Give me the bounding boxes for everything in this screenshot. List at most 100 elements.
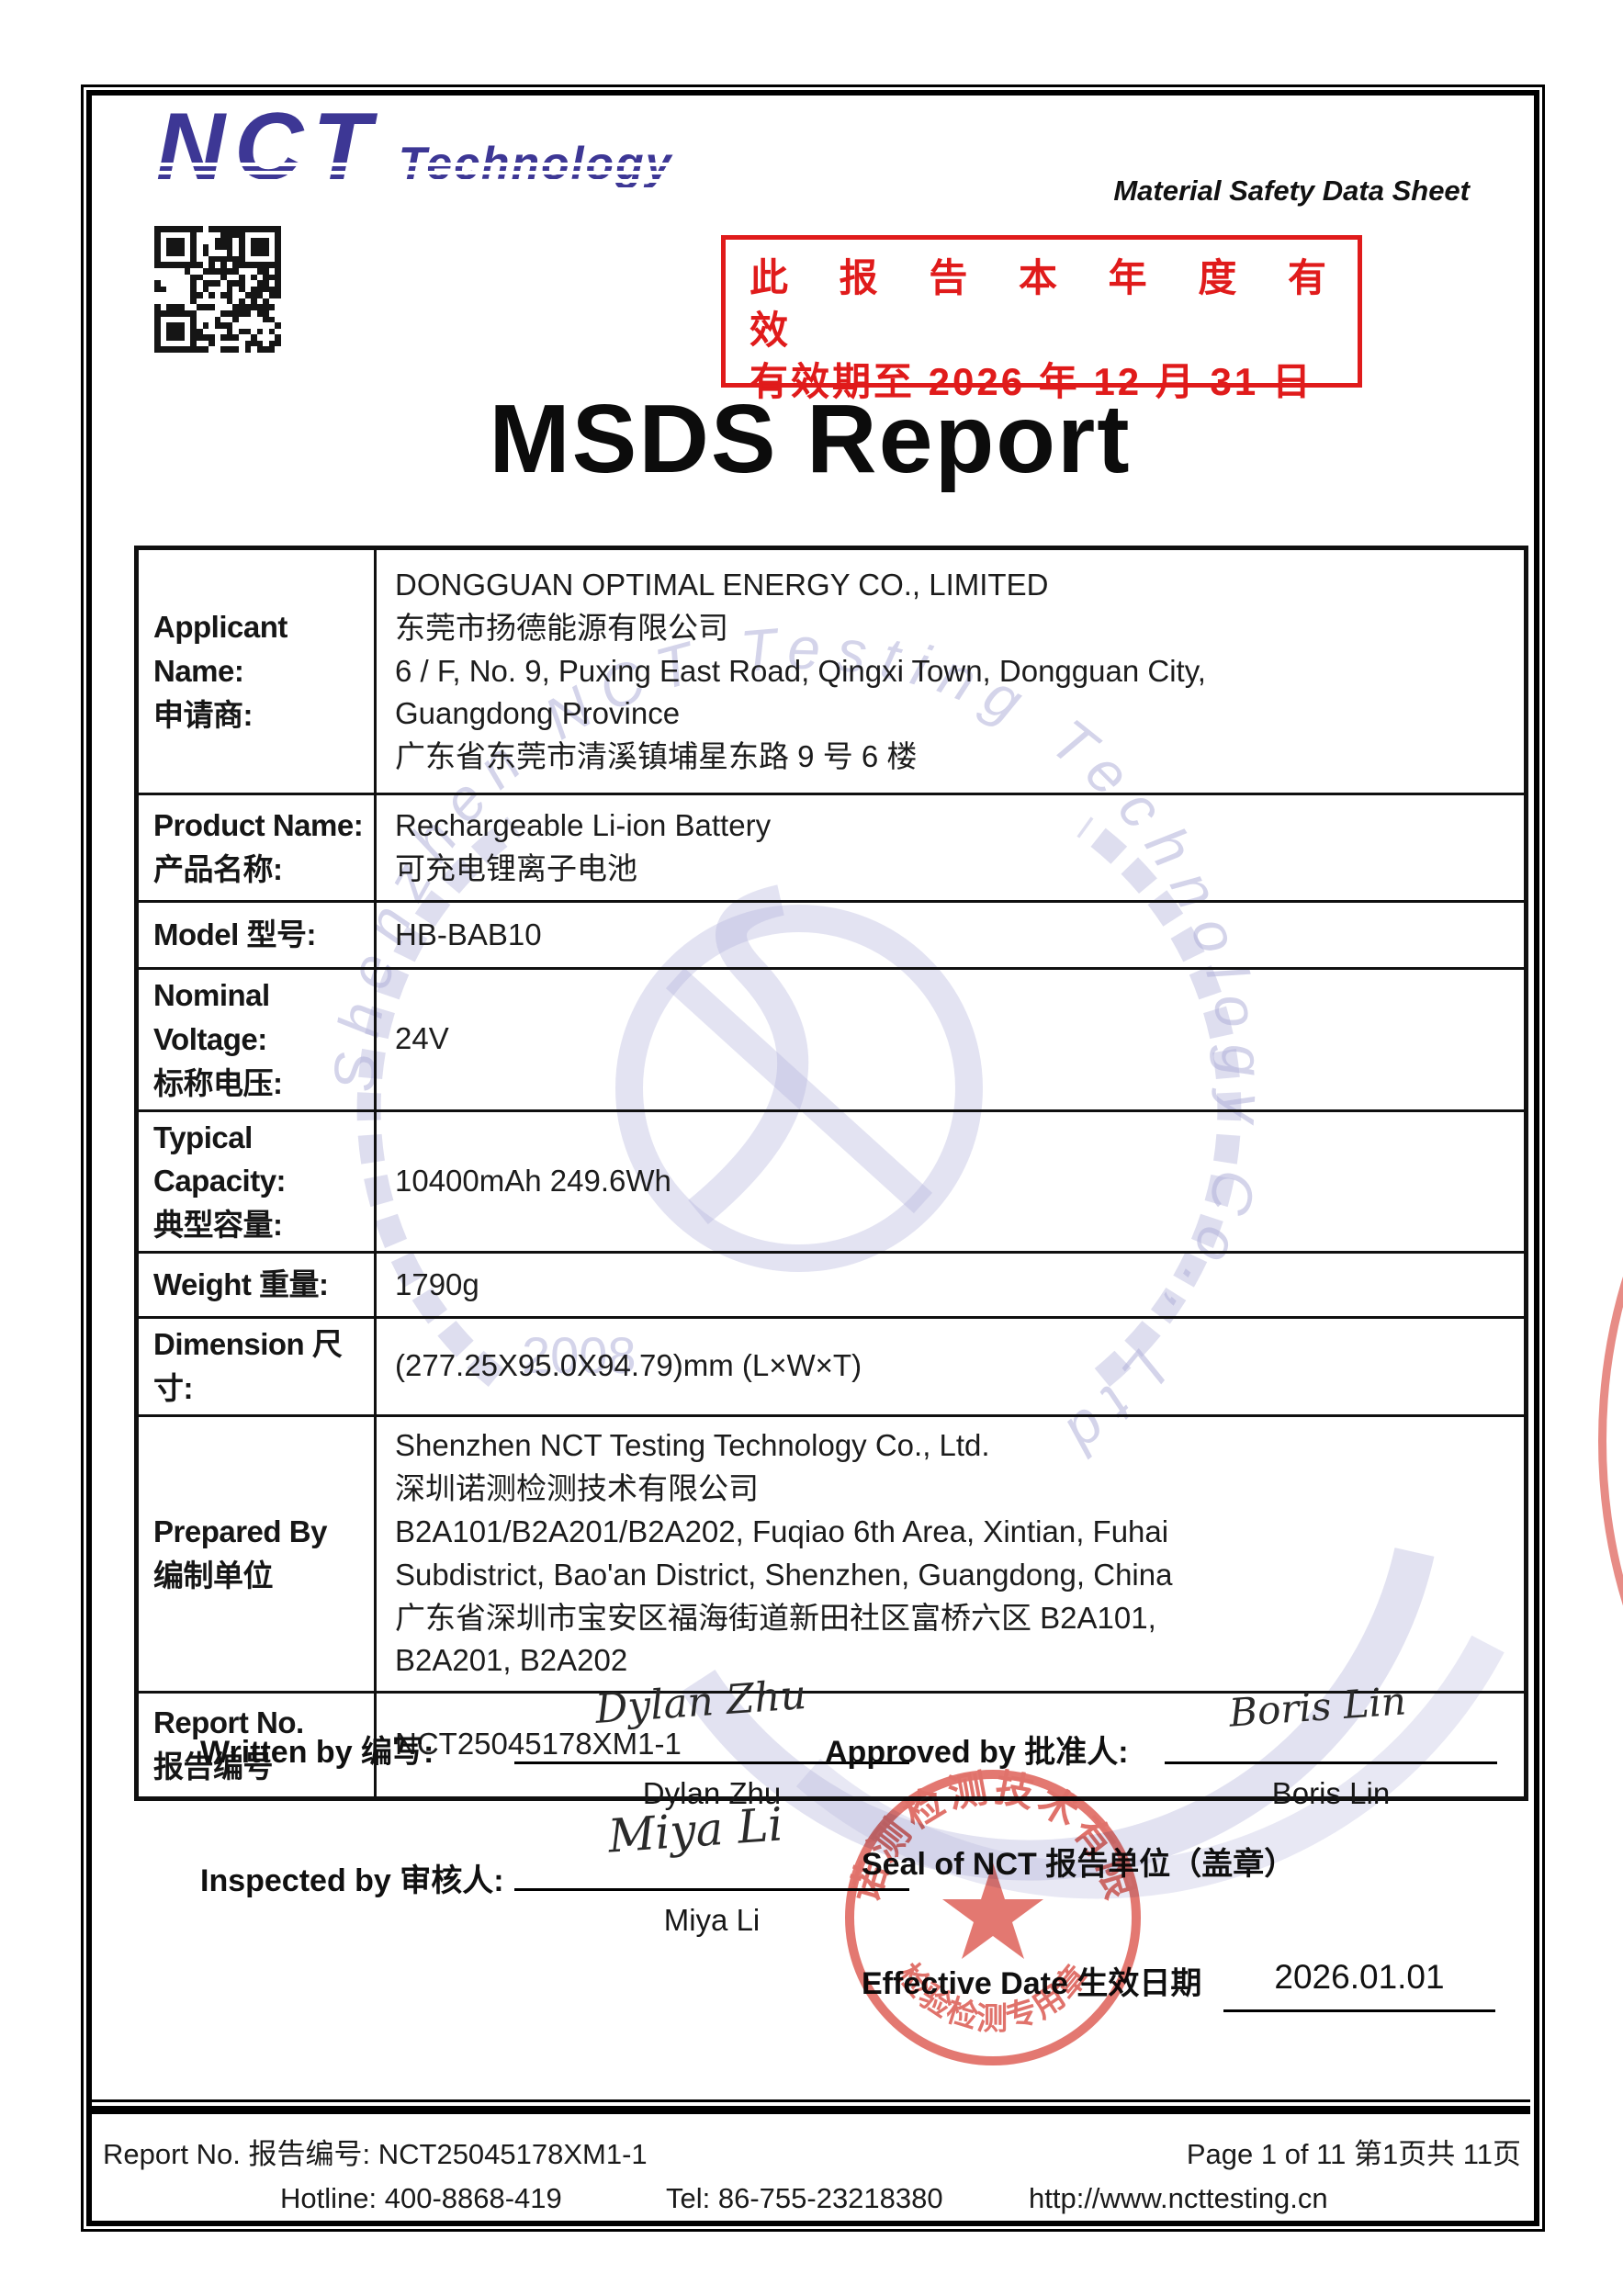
qr-module: [190, 262, 197, 268]
written-by-label: Written by 编写:: [200, 1735, 434, 1770]
qr-module: [245, 244, 252, 251]
qr-module: [172, 310, 179, 317]
qr-module: [166, 310, 173, 317]
qr-module: [161, 275, 167, 281]
qr-module: [268, 292, 276, 298]
qr-module: [263, 250, 269, 256]
qr-module: [178, 304, 185, 310]
qr-module: [154, 262, 161, 268]
qr-module: [269, 256, 276, 263]
qr-module: [214, 316, 221, 323]
qr-module: [190, 316, 197, 323]
qr-module: [197, 346, 203, 353]
approved-by-label: Approved by 批准人:: [825, 1735, 1129, 1770]
qr-module: [226, 298, 233, 305]
page-border-inner: [86, 90, 1539, 2226]
qr-module: [232, 334, 239, 341]
qr-module: [268, 274, 276, 281]
qr-module: [190, 231, 197, 239]
qr-module: [268, 226, 276, 232]
label-cn: 申请商:: [153, 697, 254, 732]
qr-module: [160, 346, 167, 353]
qr-module: [226, 280, 233, 287]
nct-logo: NCT Technology: [149, 99, 682, 202]
qr-module: [166, 226, 173, 232]
qr-module: [275, 304, 281, 310]
qr-module: [226, 328, 233, 335]
row-label: Applicant Name: 申请商:: [135, 546, 377, 795]
value-line: 东莞市扬德能源有限公司: [395, 610, 728, 645]
value-line: B2A101/B2A201/B2A202, Fuqiao 6th Area, X…: [395, 1514, 1169, 1548]
qr-module: [275, 250, 281, 256]
label-cn: 产品名称:: [153, 852, 283, 886]
qr-module: [239, 262, 245, 268]
qr-module: [161, 232, 167, 239]
qr-module: [232, 275, 239, 281]
qr-module: [232, 346, 239, 353]
qr-module: [244, 310, 252, 317]
qr-module: [190, 286, 197, 293]
qr-module: [203, 262, 209, 268]
qr-module: [239, 304, 245, 310]
qr-module: [202, 268, 209, 275]
qr-module: [190, 340, 197, 347]
qr-module: [263, 304, 269, 310]
qr-module: [202, 304, 209, 310]
qr-module: [263, 280, 269, 287]
label-en: Report No.: [153, 1705, 304, 1739]
qr-module: [239, 286, 245, 293]
qr-module: [263, 238, 269, 244]
qr-module: [239, 238, 245, 244]
qr-module: [257, 275, 264, 281]
footer-rule-thick: [92, 2106, 1530, 2114]
label-cn: 标称电压:: [153, 1065, 283, 1100]
qr-module: [245, 287, 252, 293]
qr-module: [166, 346, 173, 353]
label-en: Model 型号:: [153, 917, 316, 952]
value-line: 可充电锂离子电池: [395, 851, 637, 885]
qr-module: [245, 317, 252, 323]
qr-module: [190, 328, 197, 335]
row-value: 24V: [374, 967, 1527, 1112]
qr-module: [178, 310, 185, 317]
qr-module: [251, 304, 257, 310]
qr-module: [244, 226, 252, 232]
qr-module: [232, 304, 239, 310]
qr-module: [214, 243, 221, 251]
qr-module: [166, 334, 173, 341]
qr-module: [239, 310, 245, 317]
qr-module: [161, 244, 167, 251]
qr-module: [203, 232, 209, 239]
qr-module: [275, 286, 281, 293]
qr-module: [190, 310, 197, 317]
qr-module: [173, 287, 179, 293]
qr-module: [160, 262, 167, 268]
qr-module: [220, 310, 227, 317]
value-line: 深圳诺测检测技术有限公司: [395, 1471, 759, 1506]
qr-module: [172, 334, 179, 341]
qr-module: [178, 226, 185, 232]
qr-module: [251, 298, 257, 305]
qr-module: [256, 262, 264, 268]
value-line: 10400mAh 249.6Wh: [395, 1163, 671, 1198]
qr-module: [203, 329, 209, 335]
qr-module: [185, 304, 191, 310]
qr-module: [203, 317, 209, 323]
qr-module: [161, 304, 167, 310]
qr-module: [256, 226, 264, 232]
qr-module: [251, 334, 257, 341]
qr-module: [256, 243, 264, 251]
qr-module: [166, 322, 173, 329]
footer-page-info: Page 1 of 11 第1页共 11页: [1186, 2138, 1521, 2170]
value-line: Guangdong Province: [395, 696, 681, 731]
qr-module: [268, 304, 276, 310]
qr-module: [275, 340, 281, 347]
qr-module: [190, 298, 197, 305]
qr-module: [232, 298, 239, 305]
qr-module: [226, 346, 233, 353]
qr-module: [178, 243, 185, 251]
qr-module: [245, 256, 252, 263]
qr-module: [256, 340, 264, 347]
qr-module: [190, 292, 197, 298]
qr-module: [172, 238, 179, 244]
